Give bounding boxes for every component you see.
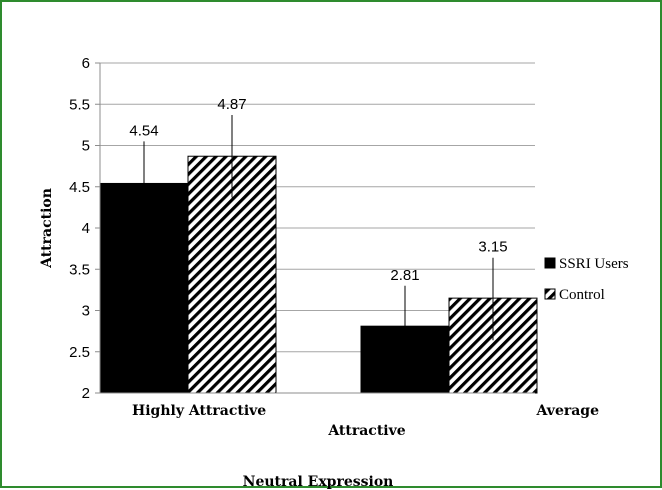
legend-label: SSRI Users	[559, 256, 629, 272]
data-label: 4.54	[129, 122, 158, 139]
data-label: 3.15	[478, 239, 507, 256]
y-axis-title: Attraction	[39, 188, 55, 269]
y-tick-label: 4.5	[69, 179, 90, 196]
y-tick-label: 3	[82, 303, 90, 320]
data-label: 4.87	[217, 96, 246, 113]
y-tick-label: 2	[82, 385, 90, 402]
legend-label: Control	[559, 287, 605, 303]
bar	[448, 297, 538, 394]
y-tick-label: 3.5	[69, 261, 90, 278]
x-axis-secondary-title: Neutral Expression	[243, 474, 394, 490]
data-label: 2.81	[390, 267, 419, 284]
y-tick-label: 2.5	[69, 344, 90, 361]
y-tick-label: 5	[82, 138, 90, 155]
y-tick-label: 5.5	[69, 96, 90, 113]
y-tick-label: 4	[82, 220, 90, 237]
legend-swatch	[544, 288, 556, 300]
y-tick-label: 6	[82, 55, 90, 72]
x-axis-title: Attractive	[327, 423, 405, 439]
x-category-label: Average	[536, 403, 600, 419]
legend-swatch	[544, 257, 556, 269]
x-category-label: Highly Attractive	[132, 403, 266, 419]
